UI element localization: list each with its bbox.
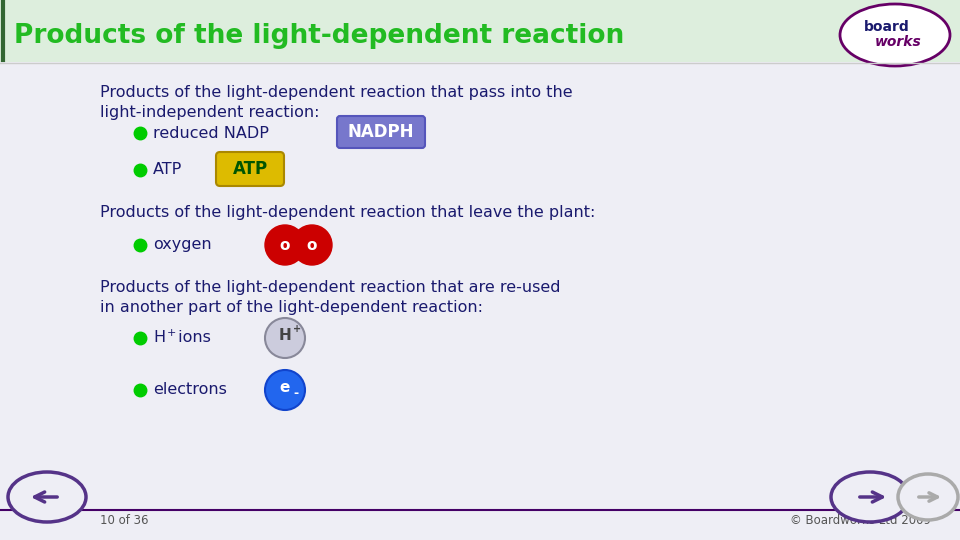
Text: ions: ions <box>173 330 211 346</box>
FancyBboxPatch shape <box>216 152 284 186</box>
Text: works: works <box>875 35 922 49</box>
Circle shape <box>265 225 305 265</box>
Ellipse shape <box>840 4 950 66</box>
Text: Products of the light-dependent reaction that are re-used: Products of the light-dependent reaction… <box>100 280 561 295</box>
Text: reduced NADP: reduced NADP <box>153 125 269 140</box>
Text: +: + <box>293 324 301 334</box>
Text: ATP: ATP <box>232 160 268 178</box>
Text: electrons: electrons <box>153 382 227 397</box>
Text: o: o <box>279 238 290 253</box>
Text: Products of the light-dependent reaction that leave the plant:: Products of the light-dependent reaction… <box>100 205 595 220</box>
Text: Products of the light-dependent reaction: Products of the light-dependent reaction <box>14 23 624 49</box>
Text: +: + <box>167 328 177 338</box>
Text: e: e <box>279 381 290 395</box>
Text: ATP: ATP <box>153 163 182 178</box>
Text: H: H <box>278 327 292 342</box>
Circle shape <box>292 225 332 265</box>
Text: -: - <box>293 388 299 401</box>
Ellipse shape <box>831 472 909 522</box>
Text: light-independent reaction:: light-independent reaction: <box>100 105 320 120</box>
Text: NADPH: NADPH <box>348 123 415 141</box>
Text: o: o <box>307 238 317 253</box>
Text: board: board <box>864 20 910 34</box>
Text: 10 of 36: 10 of 36 <box>100 514 149 526</box>
Circle shape <box>265 318 305 358</box>
Ellipse shape <box>898 474 958 520</box>
FancyBboxPatch shape <box>337 116 425 148</box>
Ellipse shape <box>8 472 86 522</box>
Text: H: H <box>153 330 165 346</box>
Text: in another part of the light-dependent reaction:: in another part of the light-dependent r… <box>100 300 483 315</box>
Text: © Boardworks Ltd 2009: © Boardworks Ltd 2009 <box>790 514 931 526</box>
Circle shape <box>265 370 305 410</box>
FancyBboxPatch shape <box>0 0 960 62</box>
Text: Products of the light-dependent reaction that pass into the: Products of the light-dependent reaction… <box>100 85 572 100</box>
Text: oxygen: oxygen <box>153 238 211 253</box>
